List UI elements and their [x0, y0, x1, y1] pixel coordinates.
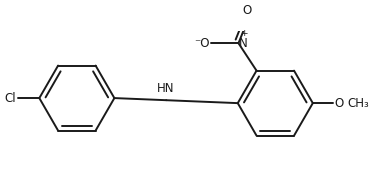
Text: N: N: [239, 37, 248, 50]
Text: CH₃: CH₃: [348, 97, 369, 110]
Text: +: +: [240, 29, 247, 38]
Text: O: O: [334, 97, 344, 110]
Text: ⁻O: ⁻O: [194, 37, 210, 50]
Text: HN: HN: [157, 82, 174, 95]
Text: Cl: Cl: [4, 92, 15, 105]
Text: O: O: [242, 4, 252, 17]
